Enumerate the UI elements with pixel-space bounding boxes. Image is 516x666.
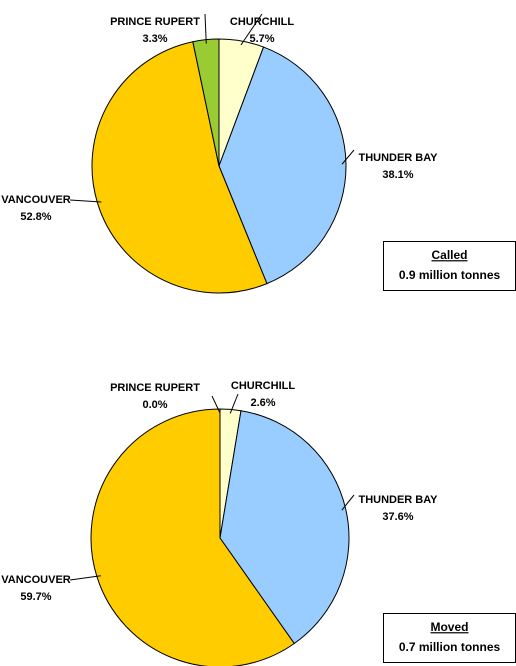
slice-value-label: 0.0%: [142, 399, 167, 411]
pie-slice: [218, 46, 347, 285]
pie-slice: [91, 41, 268, 294]
slice-value-label: 2.6%: [250, 397, 275, 409]
leader-line: [229, 393, 239, 414]
slice-label: THUNDER BAY: [358, 152, 438, 164]
slice-label: CHURCHILL: [231, 380, 295, 392]
slice-value-label: 59.7%: [20, 591, 51, 603]
slice-value-label: 38.1%: [382, 169, 413, 181]
slice-value-label: 3.3%: [142, 33, 167, 45]
leader-line: [69, 199, 102, 203]
slice-value-label: 52.8%: [20, 211, 51, 223]
pie-slice: [219, 410, 350, 645]
annotation-box: [383, 241, 516, 291]
slice-label: CHURCHILL: [230, 16, 294, 28]
leader-line: [69, 575, 101, 581]
annotation-title: Called: [431, 248, 467, 262]
slice-value-label: 5.7%: [249, 33, 274, 45]
leader-line: [204, 13, 207, 44]
leader-line: [240, 13, 263, 46]
leader-line: [211, 395, 221, 414]
annotation-text: 0.7 million tonnes: [399, 640, 501, 654]
annotation-text: 0.9 million tonnes: [399, 268, 501, 282]
leader-line: [341, 149, 355, 165]
pie-slice: [90, 408, 295, 666]
annotation-title: Moved: [430, 620, 468, 634]
slice-label: VANCOUVER: [1, 574, 71, 586]
slice-label: PRINCE RUPERT: [110, 382, 200, 394]
annotation-box: [383, 613, 516, 663]
slice-label: PRINCE RUPERT: [110, 16, 200, 28]
slice-value-label: 37.6%: [382, 511, 413, 523]
leader-line: [341, 494, 355, 511]
slice-label: VANCOUVER: [1, 194, 71, 206]
slice-label: THUNDER BAY: [358, 494, 438, 506]
